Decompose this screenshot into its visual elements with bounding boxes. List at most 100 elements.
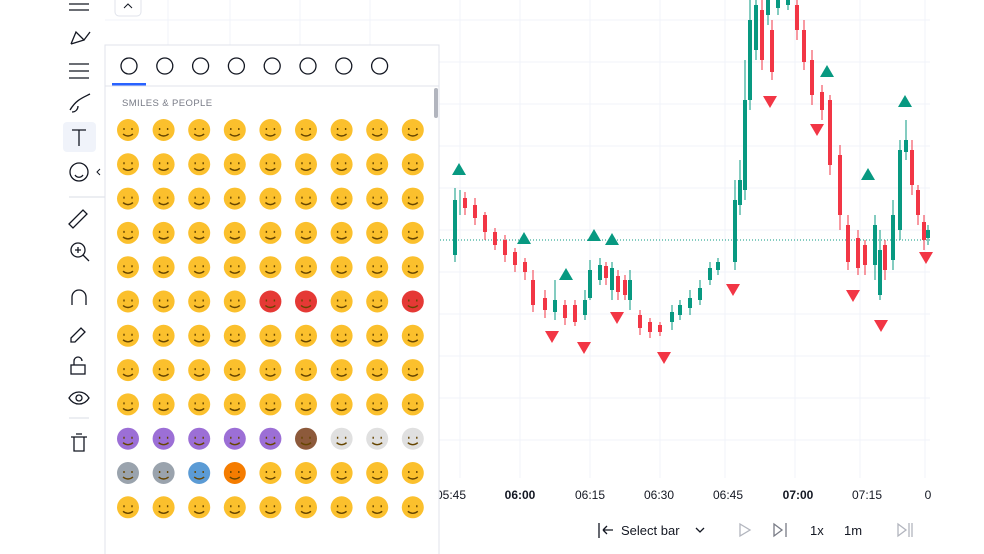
emoji[interactable]	[259, 221, 282, 244]
emoji[interactable]	[259, 153, 282, 176]
emoji[interactable]	[259, 427, 282, 450]
emoji[interactable]	[152, 324, 175, 347]
emoji[interactable]	[330, 324, 353, 347]
emoji[interactable]	[330, 462, 353, 484]
emoji[interactable]	[366, 221, 389, 244]
emoji[interactable]	[366, 427, 389, 450]
tool[interactable]	[71, 433, 87, 452]
emoji[interactable]	[401, 359, 424, 382]
fast-forward[interactable]	[897, 522, 913, 538]
emoji[interactable]	[188, 153, 211, 176]
emoji-tab[interactable]	[335, 57, 353, 75]
emoji[interactable]	[223, 462, 246, 484]
emoji[interactable]	[223, 324, 246, 347]
dropdown[interactable]	[695, 527, 705, 533]
emoji[interactable]	[188, 324, 211, 347]
emoji[interactable]	[401, 496, 424, 519]
emoji[interactable]	[366, 393, 389, 416]
select-bar-icon[interactable]	[598, 523, 613, 538]
tool[interactable]	[71, 289, 87, 305]
emoji[interactable]	[152, 256, 175, 279]
emoji[interactable]	[259, 119, 282, 141]
speed[interactable]: 1x	[810, 523, 824, 538]
emoji[interactable]	[401, 221, 424, 244]
tool[interactable]	[68, 209, 88, 229]
emoji[interactable]	[152, 153, 175, 176]
expand[interactable]	[96, 168, 101, 176]
emoji[interactable]	[223, 187, 246, 210]
emoji[interactable]	[259, 393, 282, 416]
emoji[interactable]	[223, 119, 246, 141]
emoji[interactable]	[259, 359, 282, 382]
tool[interactable]	[69, 63, 89, 79]
emoji[interactable]	[223, 256, 246, 279]
play[interactable]	[739, 522, 752, 538]
emoji-tab[interactable]	[263, 57, 281, 75]
emoji-tab[interactable]	[191, 57, 210, 75]
select-bar[interactable]: Select bar	[621, 523, 680, 538]
tool[interactable]	[70, 242, 86, 258]
emoji[interactable]	[152, 462, 175, 484]
emoji[interactable]	[117, 462, 139, 484]
scrollbar[interactable]	[434, 88, 438, 118]
tool[interactable]	[70, 30, 91, 45]
emoji-tab[interactable]	[120, 57, 138, 75]
emoji[interactable]	[117, 324, 139, 347]
tool[interactable]	[69, 93, 91, 113]
interval[interactable]: 1m	[844, 523, 862, 538]
emoji[interactable]	[188, 119, 211, 141]
emoji[interactable]	[366, 462, 389, 484]
emoji[interactable]	[152, 119, 175, 141]
tool[interactable]	[69, 162, 89, 182]
emoji[interactable]	[330, 359, 353, 382]
emoji[interactable]	[259, 496, 282, 519]
emoji[interactable]	[223, 221, 246, 244]
emoji[interactable]	[188, 187, 211, 210]
emoji[interactable]	[295, 256, 317, 279]
emoji[interactable]	[366, 324, 389, 347]
emoji[interactable]	[330, 256, 353, 279]
emoji[interactable]	[188, 393, 211, 416]
emoji-tab[interactable]	[370, 57, 389, 75]
emoji[interactable]	[295, 290, 317, 313]
emoji-tab[interactable]	[299, 57, 317, 75]
emoji[interactable]	[366, 256, 389, 279]
emoji[interactable]	[223, 153, 246, 176]
emoji[interactable]	[117, 393, 139, 416]
emoji[interactable]	[366, 496, 389, 519]
emoji[interactable]	[366, 187, 389, 210]
emoji[interactable]	[188, 359, 211, 382]
emoji[interactable]	[295, 359, 317, 382]
emoji[interactable]	[366, 153, 389, 176]
emoji[interactable]	[188, 256, 211, 279]
emoji[interactable]	[401, 119, 424, 141]
tool[interactable]	[68, 391, 90, 405]
emoji[interactable]	[117, 153, 139, 176]
emoji[interactable]	[152, 496, 175, 519]
emoji[interactable]	[295, 496, 317, 519]
emoji[interactable]	[223, 427, 246, 450]
emoji-tab[interactable]	[156, 57, 174, 75]
emoji[interactable]	[295, 324, 317, 347]
tool[interactable]	[69, 3, 89, 11]
emoji[interactable]	[295, 427, 317, 450]
emoji[interactable]	[188, 221, 211, 244]
emoji[interactable]	[117, 496, 139, 519]
emoji[interactable]	[295, 119, 317, 141]
emoji[interactable]	[295, 462, 317, 484]
emoji[interactable]	[117, 221, 139, 244]
emoji[interactable]	[259, 256, 282, 279]
emoji[interactable]	[223, 496, 246, 519]
emoji[interactable]	[117, 119, 139, 141]
tool[interactable]	[72, 129, 86, 146]
tool[interactable]	[70, 364, 86, 375]
emoji[interactable]	[259, 324, 282, 347]
emoji[interactable]	[401, 427, 424, 450]
emoji[interactable]	[330, 119, 353, 141]
emoji[interactable]	[401, 324, 424, 347]
emoji[interactable]	[117, 359, 139, 382]
collapse-button[interactable]	[114, 0, 142, 17]
emoji[interactable]	[152, 359, 175, 382]
emoji[interactable]	[152, 393, 175, 416]
emoji[interactable]	[295, 187, 317, 210]
